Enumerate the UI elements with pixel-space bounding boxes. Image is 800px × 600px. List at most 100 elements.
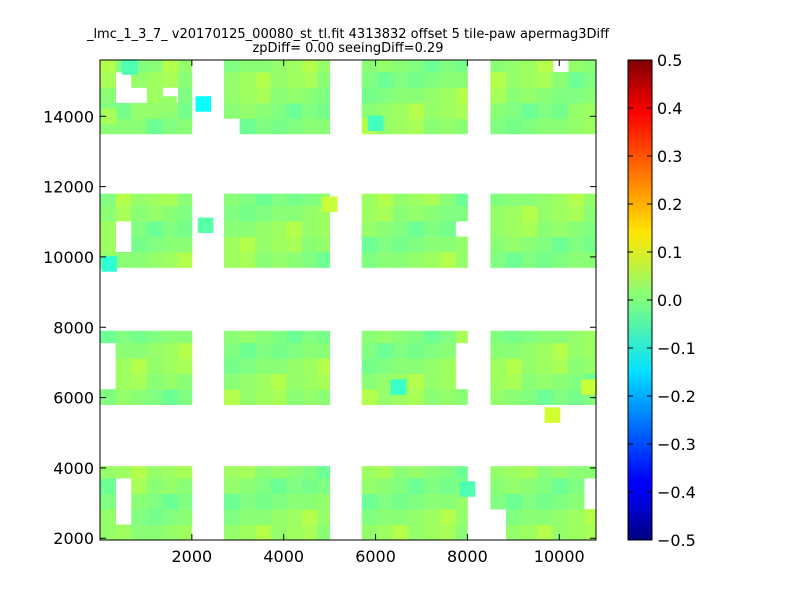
heatmap-cell xyxy=(255,221,272,237)
heatmap-cell xyxy=(224,87,241,104)
heatmap-cell xyxy=(568,87,585,104)
plot-frame xyxy=(99,59,597,541)
heatmap-cell xyxy=(146,118,163,135)
heatmap-cell xyxy=(317,478,331,494)
heatmap-cell xyxy=(302,342,319,359)
heatmap-cell xyxy=(361,466,378,479)
heatmap-cell xyxy=(439,509,456,525)
heatmap-cell xyxy=(317,342,331,359)
colorbar-tick-label: 0.0 xyxy=(657,291,682,310)
heatmap-cell xyxy=(317,118,331,135)
heatmap-cell xyxy=(505,118,522,135)
heatmap-cell xyxy=(455,330,468,344)
heatmap-cell xyxy=(224,358,241,375)
heatmap-cell xyxy=(377,71,394,88)
heatmap-cell xyxy=(377,221,394,237)
heatmap-cell xyxy=(178,118,193,135)
heatmap-cell xyxy=(286,466,303,479)
heatmap-cell xyxy=(377,193,394,206)
heatmap-cell xyxy=(270,193,287,206)
colorbar-tick-label: −0.3 xyxy=(657,435,696,454)
heatmap-cell xyxy=(361,342,378,359)
heatmap-cell xyxy=(537,221,554,237)
heatmap-cell xyxy=(377,252,394,268)
heatmap-cell xyxy=(224,102,241,119)
heatmap-cell xyxy=(393,252,410,268)
heatmap-cell xyxy=(162,252,179,268)
heatmap-cell xyxy=(270,389,287,406)
heatmap-cell xyxy=(537,493,554,510)
heatmap-cell xyxy=(239,252,256,268)
y-tick-label: 14000 xyxy=(43,107,94,126)
heatmap-cell-highlight xyxy=(367,115,384,132)
heatmap-cell xyxy=(490,60,507,73)
chart-subtitle: zpDiff= 0.00 seeingDiff=0.29 xyxy=(252,41,443,56)
heatmap-cell xyxy=(505,221,522,237)
heatmap-cell xyxy=(521,358,538,375)
heatmap-cell xyxy=(270,466,287,479)
heatmap-cell-highlight xyxy=(101,108,117,124)
heatmap-cell xyxy=(239,524,256,541)
heatmap-cell xyxy=(178,102,193,119)
heatmap-cell xyxy=(162,493,179,510)
heatmap-cell xyxy=(270,87,287,104)
heatmap-cell xyxy=(146,60,163,73)
heatmap-cell xyxy=(568,478,585,494)
heatmap-cell xyxy=(178,60,193,73)
heatmap-cell xyxy=(505,524,522,541)
heatmap-cell xyxy=(439,330,456,344)
heatmap-cell xyxy=(131,221,148,237)
heatmap-cell xyxy=(537,342,554,359)
x-tick-label: 4000 xyxy=(263,547,304,566)
heatmap-cell xyxy=(302,478,319,494)
heatmap-cell xyxy=(521,118,538,135)
heatmap-cell xyxy=(224,478,241,494)
colorbar-ticks: 0.5 0.4 0.3 0.2 0.1 0.0 −0.1 −0.2 −0.3 −0.4 −0.5 xyxy=(628,51,696,550)
heatmap-cell xyxy=(537,358,554,375)
heatmap-cell xyxy=(146,478,163,494)
heatmap-cell xyxy=(302,118,319,135)
heatmap-cell xyxy=(286,252,303,268)
heatmap-cell xyxy=(239,102,256,119)
heatmap-cell xyxy=(361,330,378,344)
colorbar-tick-label: −0.4 xyxy=(657,483,696,502)
heatmap-cell xyxy=(584,330,597,344)
heatmap-cell xyxy=(521,71,538,88)
heatmap-cell xyxy=(537,252,554,268)
heatmap-cell xyxy=(115,466,132,479)
heatmap-cell xyxy=(270,330,287,344)
heatmap-cell xyxy=(521,236,538,253)
heatmap-cell xyxy=(584,205,597,222)
heatmap-cell xyxy=(521,193,538,206)
heatmap-cell xyxy=(521,102,538,119)
heatmap-cell xyxy=(131,466,148,479)
heatmap-cell xyxy=(552,342,569,359)
heatmap-cell xyxy=(439,342,456,359)
heatmap-cell xyxy=(286,524,303,541)
heatmap-cell xyxy=(162,373,179,390)
chart-title: _lmc_1_3_7_ v20170125_00080_st_tl.fit 43… xyxy=(86,27,610,42)
heatmap-cell xyxy=(537,193,554,206)
x-axis: 2000 4000 6000 8000 10000 xyxy=(171,60,585,566)
heatmap-cell xyxy=(505,236,522,253)
heatmap-cell xyxy=(537,236,554,253)
heatmap-cell xyxy=(377,493,394,510)
heatmap-cell xyxy=(224,71,241,88)
x-tick-label: 2000 xyxy=(171,547,212,566)
heatmap-cell xyxy=(568,193,585,206)
heatmap-cell xyxy=(270,71,287,88)
heatmap-cell xyxy=(424,493,441,510)
heatmap-cell xyxy=(178,389,193,406)
heatmap-cell-highlight xyxy=(161,96,177,112)
heatmap-cell xyxy=(162,193,179,206)
heatmap-cell xyxy=(178,236,193,253)
heatmap-cell xyxy=(424,524,441,541)
heatmap-cell xyxy=(552,373,569,390)
heatmap-cell xyxy=(162,71,179,88)
heatmap-cell xyxy=(286,118,303,135)
colorbar-tick-label: −0.1 xyxy=(657,339,696,358)
heatmap-cell xyxy=(178,466,193,479)
heatmap-cell xyxy=(100,493,117,510)
plot-background xyxy=(100,60,596,540)
heatmap-cell xyxy=(286,342,303,359)
